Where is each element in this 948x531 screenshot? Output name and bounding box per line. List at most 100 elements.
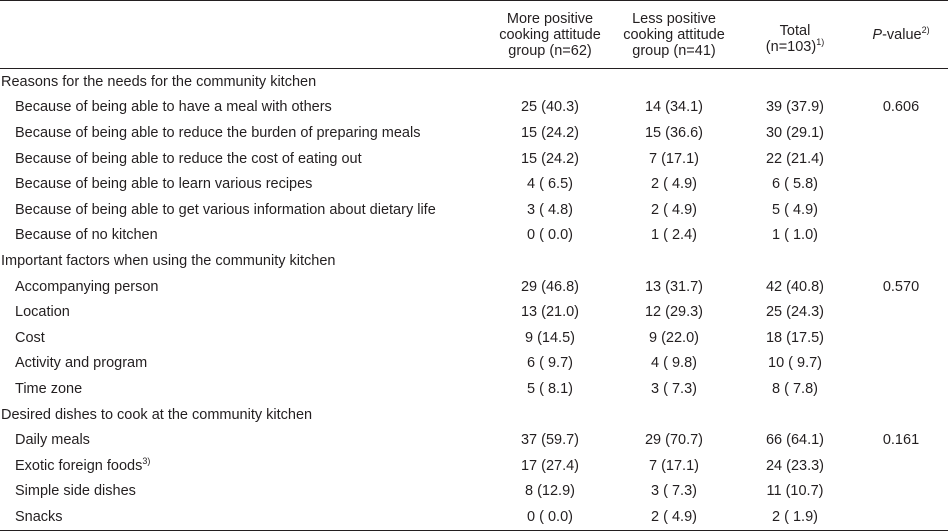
row-label-text: Exotic foreign foods — [15, 457, 143, 474]
cell-less-positive: 3 ( 7.3) — [651, 483, 697, 500]
cell-total: 25 (24.3) — [765, 304, 825, 321]
cell-less-positive: 7 (17.1) — [649, 457, 699, 474]
table-row: Because of being able to reduce the cost… — [0, 146, 948, 172]
cell-more-positive: 9 (14.5) — [525, 329, 575, 346]
header-total-n: (n=103) — [765, 38, 817, 55]
table-row: Because of being able to have a meal wit… — [0, 95, 948, 121]
section-title: Desired dishes to cook at the community … — [1, 406, 313, 423]
section-row: Important factors when using the communi… — [0, 248, 948, 274]
row-label: Cost — [0, 325, 488, 351]
row-label-text: Because of being able to get various inf… — [15, 201, 436, 218]
row-label-text: Time zone — [15, 380, 83, 397]
table-row: Snacks 0 ( 0.0) 2 ( 4.9) 2 ( 1.9) — [0, 504, 948, 531]
cell-less-positive: 4 ( 9.8) — [651, 355, 697, 372]
header-pvalue: P-value2) — [854, 0, 948, 69]
row-label-text: Snacks — [15, 508, 63, 525]
cell-less-positive: 14 (34.1) — [644, 99, 704, 116]
section-title: Reasons for the needs for the community … — [1, 73, 317, 90]
table-row: Accompanying person 29 (46.8) 13 (31.7) 42 … — [0, 274, 948, 300]
cell-less-positive: 15 (36.6) — [644, 124, 704, 141]
row-label: Because of being able to have a meal wit… — [0, 95, 488, 121]
cell-less-positive: 7 (17.1) — [649, 150, 699, 167]
header-row: More positive cooking attitude group (n=… — [0, 0, 948, 69]
cell-total: 2 ( 1.9) — [736, 504, 854, 531]
cell-more-positive: 4 ( 6.5) — [527, 176, 573, 193]
header-total-line1: Total — [779, 22, 811, 39]
row-label-text: Activity and program — [15, 355, 148, 372]
header-less-positive-line3: group (n=41) — [632, 42, 716, 59]
table-row: Because of no kitchen 0 ( 0.0) 1 ( 2.4) 1 (… — [0, 223, 948, 249]
cell-total: 11 (10.7) — [766, 483, 824, 500]
cell-less-positive: 2 ( 4.9) — [651, 201, 697, 218]
row-label-text: Because of no kitchen — [15, 227, 158, 244]
row-label: Accompanying person — [0, 274, 488, 300]
row-label: Because of being able to learn various r… — [0, 171, 488, 197]
table-row: Time zone 5 ( 8.1) 3 ( 7.3) 8 ( 7.8) — [0, 376, 948, 402]
header-pvalue-italic: P — [872, 26, 883, 43]
cell-less-positive: 3 ( 7.3) — [651, 380, 697, 397]
row-label-text: Location — [15, 304, 70, 321]
cell-less-positive: 29 (70.7) — [644, 432, 704, 449]
cell-pvalue — [854, 479, 948, 505]
cell-total: 8 ( 7.8) — [772, 380, 818, 397]
table-row: Because of being able to get various inf… — [0, 197, 948, 223]
cell-total: 42 (40.8) — [765, 278, 825, 295]
cell-more-positive: 37 (59.7) — [520, 432, 580, 449]
cell-pvalue: 0.161 — [882, 432, 920, 449]
header-more-positive-line2: cooking attitude — [499, 26, 601, 43]
cell-more-positive: 8 (12.9) — [525, 483, 575, 500]
table-row: Simple side dishes 8 (12.9) 3 ( 7.3) 11 (10… — [0, 479, 948, 505]
header-total: Total (n=103)1) — [736, 0, 854, 69]
table-body: Reasons for the needs for the community … — [0, 69, 948, 531]
cell-more-positive: 17 (27.4) — [520, 457, 580, 474]
section-row: Desired dishes to cook at the community … — [0, 402, 948, 428]
cell-less-positive: 2 ( 4.9) — [612, 504, 736, 531]
header-empty-cell — [0, 0, 488, 69]
row-label: Because of being able to reduce the cost… — [0, 146, 488, 172]
table-row: Daily meals 37 (59.7) 29 (70.7) 66 (64.1) 0.… — [0, 427, 948, 453]
header-more-positive: More positive cooking attitude group (n=… — [488, 0, 612, 69]
cell-more-positive: 0 ( 0.0) — [527, 227, 573, 244]
cell-more-positive: 0 ( 0.0) — [488, 504, 612, 531]
row-label: Exotic foreign foods3) — [0, 453, 488, 479]
table-row: Because of being able to reduce the burd… — [0, 120, 948, 146]
cell-pvalue — [854, 197, 948, 223]
cell-pvalue: 0.570 — [882, 278, 920, 295]
table-row: Exotic foreign foods3) 17 (27.4) 7 (17.1) 2… — [0, 453, 948, 479]
cell-pvalue — [854, 223, 948, 249]
row-label: Snacks — [0, 504, 488, 531]
cell-more-positive: 5 ( 8.1) — [527, 380, 573, 397]
cell-more-positive: 15 (24.2) — [520, 150, 580, 167]
table-header: More positive cooking attitude group (n=… — [0, 0, 948, 69]
cell-more-positive: 6 ( 9.7) — [527, 355, 573, 372]
row-label-text: Daily meals — [15, 432, 90, 449]
row-label: Time zone — [0, 376, 488, 402]
cell-less-positive: 2 ( 4.9) — [651, 176, 697, 193]
cell-total: 22 (21.4) — [765, 150, 825, 167]
cell-more-positive: 15 (24.2) — [520, 124, 580, 141]
cell-pvalue — [854, 299, 948, 325]
header-less-positive: Less positive cooking attitude group (n=… — [612, 0, 736, 69]
table-row: Activity and program 6 ( 9.7) 4 ( 9.8) 10 (… — [0, 351, 948, 377]
cell-pvalue — [854, 351, 948, 377]
cell-pvalue — [854, 325, 948, 351]
table-row: Location 13 (21.0) 12 (29.3) 25 (24.3) — [0, 299, 948, 325]
cell-more-positive: 29 (46.8) — [520, 278, 580, 295]
row-label-text: Accompanying person — [15, 278, 159, 295]
row-label-text: Cost — [15, 329, 45, 346]
row-label-text: Because of being able to reduce the burd… — [15, 124, 421, 141]
row-label-text: Because of being able to have a meal wit… — [15, 99, 332, 116]
cell-more-positive: 25 (40.3) — [520, 99, 580, 116]
cell-pvalue — [854, 171, 948, 197]
section-title: Important factors when using the communi… — [1, 252, 336, 269]
header-pvalue-rest: -value — [882, 26, 922, 43]
cell-less-positive: 13 (31.7) — [644, 278, 704, 295]
row-label-text: Because of being able to learn various r… — [15, 176, 313, 193]
row-label: Daily meals — [0, 427, 488, 453]
header-pvalue-footnote: 2) — [921, 24, 930, 35]
header-more-positive-line1: More positive — [506, 10, 594, 27]
section-row: Reasons for the needs for the community … — [0, 69, 948, 95]
header-less-positive-line2: cooking attitude — [623, 26, 725, 43]
row-label-footnote: 3) — [142, 455, 151, 466]
